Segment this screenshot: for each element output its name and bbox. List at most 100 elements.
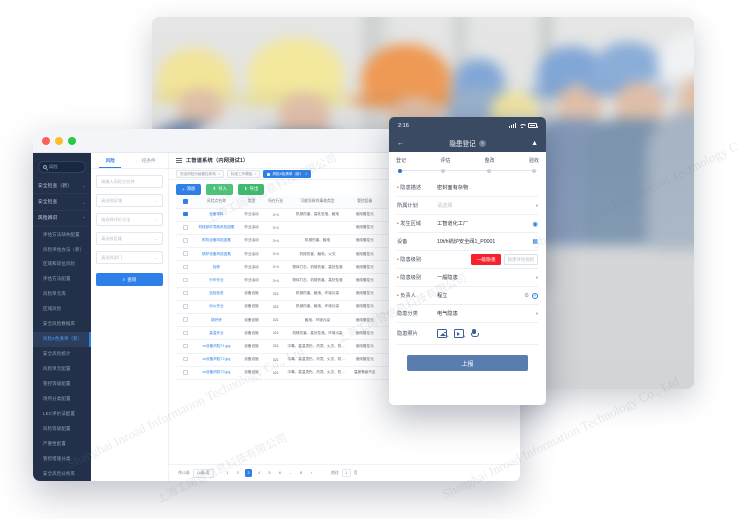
tab-chip-0[interactable]: 安全风险分级管控体系 ×: [176, 170, 224, 178]
row-name[interactable]: 高温作业: [194, 326, 238, 341]
sidebar-item-2[interactable]: 区域和岗位风险: [33, 257, 91, 272]
add-person-icon[interactable]: ＋: [532, 292, 538, 299]
hazard-level-select[interactable]: 一般隐患 ▾: [437, 274, 538, 282]
filter-tab-conditions[interactable]: 控条件: [130, 153, 169, 168]
import-button[interactable]: ⇞ 导入: [206, 183, 233, 195]
page-size-select[interactable]: 10条/页: [192, 468, 214, 478]
sidebar-item-5[interactable]: 区域风险: [33, 302, 91, 317]
filter-tab-risk[interactable]: 风险: [91, 153, 130, 168]
row-checkbox[interactable]: [176, 339, 195, 354]
col-checkbox[interactable]: [176, 196, 195, 209]
add-video-icon[interactable]: +: [454, 329, 466, 339]
form-row-area[interactable]: • 发生区域 工智道化工厂 ◉: [397, 215, 538, 233]
menu-icon[interactable]: [176, 158, 182, 163]
grade-tag-selected[interactable]: 一级隐患: [471, 254, 501, 265]
tab-chip-1[interactable]: 标准工作模板 ×: [226, 170, 261, 178]
row-checkbox[interactable]: [176, 300, 195, 315]
form-row-owner[interactable]: • 负责人 程立 ⚙ ＋: [397, 287, 538, 305]
scan-qr-icon[interactable]: ▦: [532, 239, 538, 245]
close-icon[interactable]: ×: [305, 172, 308, 176]
sidebar-item-14[interactable]: 严重性配置: [33, 436, 91, 451]
sidebar-group-safety-check[interactable]: 安全检查 ⌄: [33, 194, 91, 211]
filter-area-select[interactable]: 请选择区域 ⌄: [96, 194, 163, 207]
form-row-hazard-grade[interactable]: • 隐患级别 一级隐患 隐患评估规则: [397, 251, 538, 269]
row-name[interactable]: xx设备风险T3.jpg: [194, 366, 238, 380]
maximize-icon[interactable]: [68, 136, 76, 145]
row-name[interactable]: 巡检检查: [194, 287, 238, 301]
page-5[interactable]: 5: [268, 471, 271, 475]
form-row-hazard-level[interactable]: • 隐患级别 一般隐患 ▾: [397, 269, 538, 287]
row-name[interactable]: 动火作业: [194, 300, 238, 315]
add-button[interactable]: + 添加: [176, 183, 202, 195]
category-select[interactable]: 电气隐患 ▾: [437, 310, 538, 318]
sidebar-item-8[interactable]: 安全风险统计: [33, 347, 91, 362]
page-8[interactable]: 8: [299, 471, 302, 475]
row-checkbox[interactable]: [176, 208, 195, 222]
tab-chip-2-active[interactable]: 风险4色清单（新） ×: [263, 170, 312, 178]
sidebar-search[interactable]: 风险: [38, 161, 86, 173]
row-name[interactable]: 检修: [194, 260, 238, 275]
close-icon[interactable]: [42, 136, 50, 145]
sidebar-group-risk-identification[interactable]: 风险辨识 ⌃: [33, 211, 91, 228]
row-checkbox[interactable]: [176, 234, 195, 249]
location-pin-icon[interactable]: ◉: [532, 220, 538, 228]
row-name[interactable]: 设备带料: [194, 208, 238, 222]
add-audio-icon[interactable]: [471, 329, 479, 338]
step-label-2[interactable]: 整改: [484, 158, 495, 164]
close-icon[interactable]: ×: [217, 172, 220, 176]
row-name[interactable]: 附机设备风险因素: [194, 234, 238, 249]
page-6[interactable]: 6: [278, 471, 281, 475]
row-checkbox[interactable]: [176, 366, 195, 380]
sidebar-item-11[interactable]: 场所分类配置: [33, 391, 91, 406]
description-input[interactable]: 密封面有杂物: [437, 185, 469, 191]
page-4[interactable]: 4: [257, 471, 260, 475]
help-icon[interactable]: ?: [478, 139, 486, 147]
sidebar-item-4[interactable]: 风险单元库: [33, 287, 91, 302]
next-page-button[interactable]: ›: [310, 471, 313, 475]
sidebar-item-7-active[interactable]: 风险4色清单（新）: [33, 331, 91, 347]
row-checkbox[interactable]: [176, 260, 195, 275]
sidebar-item-3[interactable]: 评估方法配置: [33, 272, 91, 287]
form-row-description[interactable]: • 隐患描述 密封面有杂物: [397, 179, 538, 197]
minimize-icon[interactable]: [55, 136, 63, 145]
sidebar-item-6[interactable]: 安全风险数据库: [33, 317, 91, 332]
search-button[interactable]: ⌕ 查询: [96, 273, 163, 286]
page-3-current[interactable]: 3: [244, 469, 253, 477]
submit-button[interactable]: 上报: [407, 355, 528, 371]
sidebar-item-0[interactable]: 评估方法缺失配置: [33, 227, 91, 242]
add-photo-icon[interactable]: +: [437, 329, 449, 339]
row-name[interactable]: xx设备风险T2.jpg: [194, 353, 238, 367]
plan-select[interactable]: 请选择 ▾: [437, 202, 538, 210]
sidebar-item-1[interactable]: 风险评估办法（新）: [33, 242, 91, 257]
row-checkbox[interactable]: [176, 287, 195, 301]
sidebar-item-15[interactable]: 管控措施分类: [33, 451, 91, 466]
row-name[interactable]: 锅炉房: [194, 313, 238, 328]
grade-rule-button[interactable]: 隐患评估规则: [503, 253, 538, 266]
row-checkbox[interactable]: [176, 221, 195, 235]
hazard-grade-tags[interactable]: 一级隐患 隐患评估规则: [437, 253, 538, 266]
row-checkbox[interactable]: [176, 247, 195, 262]
filter-dept-select[interactable]: 请选择部门 ⌄: [96, 251, 163, 264]
step-label-0[interactable]: 登记: [396, 158, 407, 164]
row-checkbox[interactable]: [176, 313, 195, 328]
step-label-1[interactable]: 评估: [440, 158, 451, 164]
export-button[interactable]: ⇟ 导出: [237, 183, 265, 195]
sidebar-item-12[interactable]: LEC评价法配置: [33, 406, 91, 421]
page-2[interactable]: 2: [236, 471, 239, 475]
form-row-category[interactable]: 隐患分类 电气隐患 ▾: [397, 305, 538, 323]
row-name[interactable]: xx设备风险T1.jpg: [194, 339, 238, 354]
sidebar-item-13[interactable]: 风险等级配置: [33, 421, 91, 436]
page-1[interactable]: 1: [226, 471, 229, 475]
sidebar-item-9[interactable]: 风险单元配置: [33, 362, 91, 377]
filter-method-select[interactable]: 请选择评价方法 ⌄: [96, 213, 163, 226]
area-input[interactable]: 工智道化工厂 ◉: [437, 220, 538, 228]
row-name[interactable]: 行车作业: [194, 273, 238, 288]
collapse-icon[interactable]: ▲: [531, 139, 538, 147]
back-icon[interactable]: ←: [397, 139, 404, 147]
row-checkbox[interactable]: [176, 326, 195, 341]
filter-risk-name-input[interactable]: 请输入风险点名称: [96, 175, 163, 188]
goto-input[interactable]: 1: [341, 469, 351, 477]
row-name[interactable]: 机械部件导致风险因素: [194, 221, 238, 235]
filter-region-select[interactable]: 请选择区域 ⌄: [96, 232, 163, 245]
sidebar-item-16[interactable]: 安全风险分析库: [33, 466, 91, 481]
